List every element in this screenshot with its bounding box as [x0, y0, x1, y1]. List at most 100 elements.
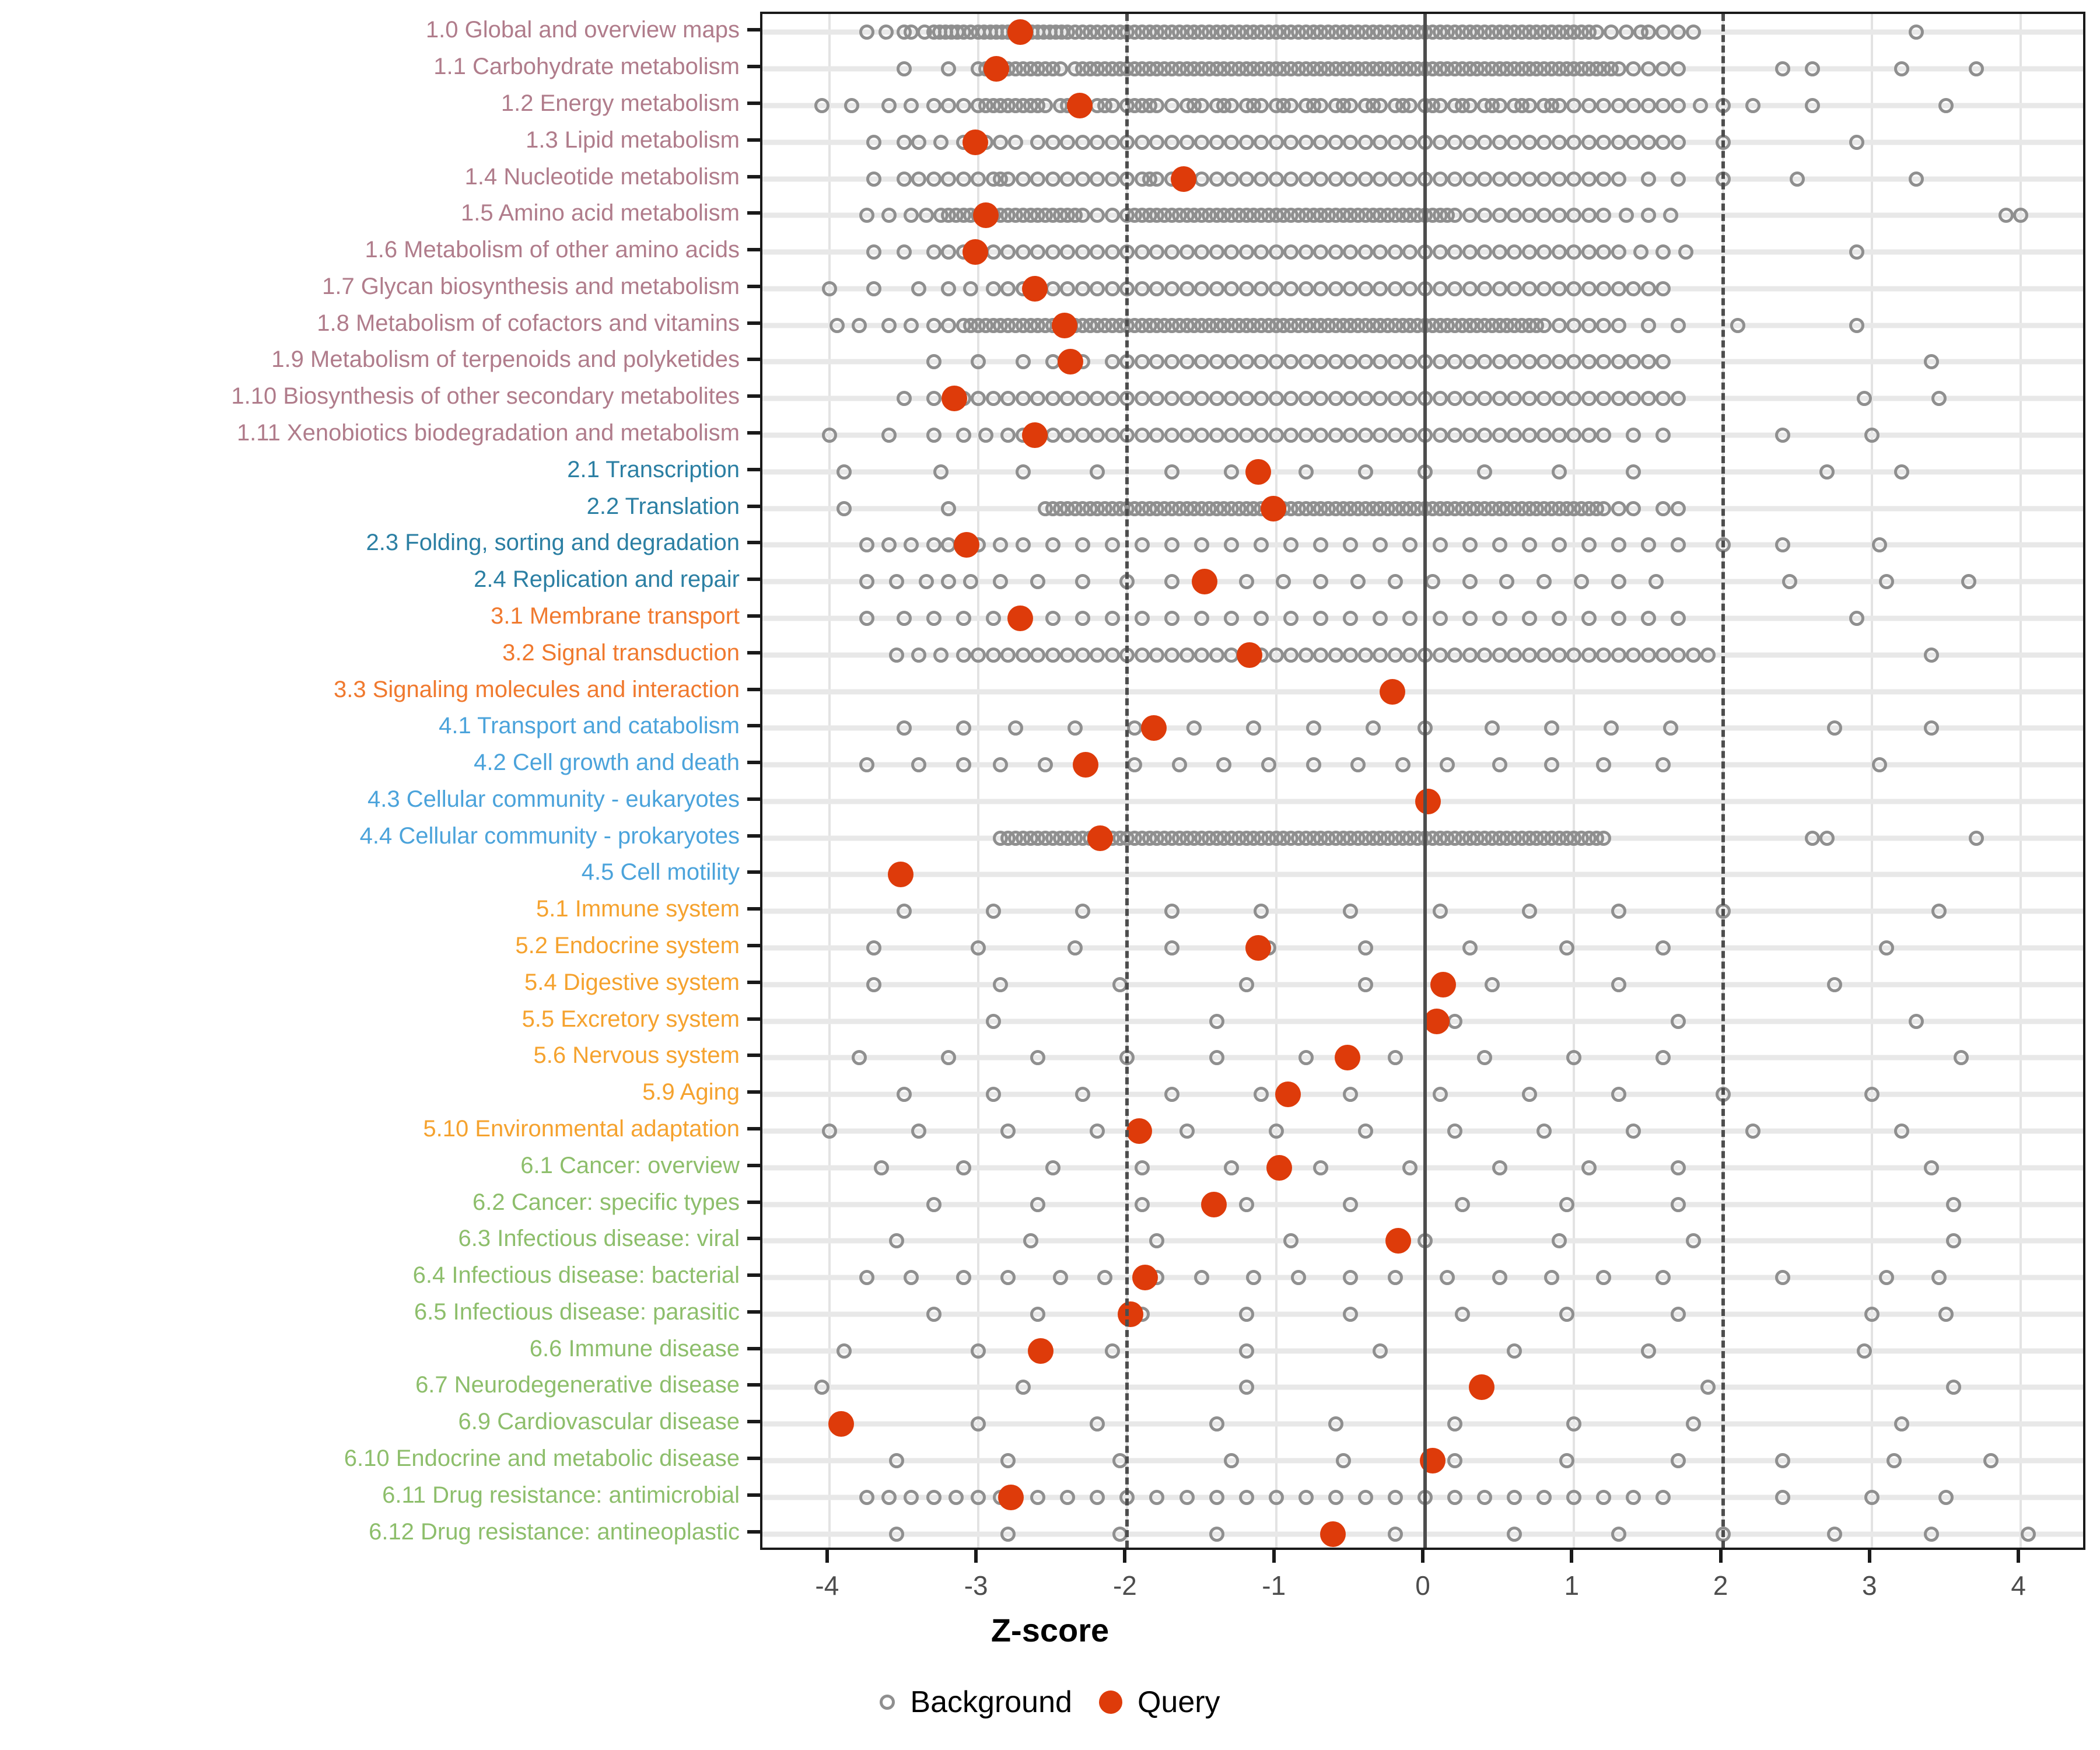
- query-point[interactable]: [1320, 1521, 1346, 1547]
- query-point[interactable]: [1087, 825, 1114, 851]
- background-point: [1536, 317, 1552, 333]
- background-point: [1343, 97, 1359, 113]
- query-point[interactable]: [963, 239, 989, 265]
- query-point[interactable]: [1236, 642, 1262, 668]
- y-axis-label: 1.8 Metabolism of cofactors and vitamins: [317, 310, 740, 336]
- legend-label-query: Query: [1137, 1685, 1220, 1719]
- background-point: [1626, 1489, 1642, 1505]
- background-point: [1857, 391, 1873, 407]
- background-point: [1931, 1270, 1947, 1286]
- background-point: [1209, 1416, 1224, 1432]
- query-point[interactable]: [998, 1484, 1024, 1510]
- background-point: [896, 720, 912, 736]
- query-point[interactable]: [972, 202, 999, 229]
- y-axis-label: 6.4 Infectious disease: bacterial: [412, 1262, 740, 1289]
- background-point: [1551, 354, 1567, 370]
- query-point[interactable]: [1028, 1338, 1054, 1364]
- background-point: [1402, 244, 1418, 260]
- query-point[interactable]: [1424, 1008, 1450, 1034]
- query-point[interactable]: [1072, 752, 1098, 778]
- query-point[interactable]: [1335, 1045, 1361, 1071]
- background-point: [1030, 1489, 1046, 1505]
- y-gridline: [762, 1128, 2083, 1134]
- y-axis-tick: [747, 394, 760, 398]
- background-point: [1566, 1050, 1582, 1066]
- query-point[interactable]: [1007, 605, 1033, 631]
- background-point: [1581, 537, 1597, 553]
- background-point: [1640, 391, 1656, 407]
- query-point[interactable]: [1430, 971, 1456, 998]
- background-point: [1254, 610, 1269, 626]
- background-point: [881, 428, 897, 443]
- background-point: [1068, 720, 1083, 736]
- background-point: [1581, 647, 1597, 663]
- background-point: [1574, 574, 1590, 590]
- background-point: [956, 757, 971, 773]
- y-axis-tick: [747, 687, 760, 691]
- x-gridline: [1275, 14, 1278, 1548]
- query-point[interactable]: [888, 862, 914, 888]
- query-point[interactable]: [1275, 1082, 1301, 1108]
- background-point: [1447, 244, 1463, 260]
- query-point[interactable]: [1132, 1265, 1158, 1291]
- background-point: [1462, 940, 1478, 956]
- background-point: [896, 61, 912, 77]
- query-point[interactable]: [1469, 1374, 1494, 1401]
- query-point[interactable]: [1007, 19, 1033, 46]
- query-point[interactable]: [1385, 1228, 1412, 1254]
- background-point: [1357, 464, 1373, 480]
- query-point[interactable]: [942, 386, 968, 412]
- query-point[interactable]: [1022, 422, 1048, 449]
- background-point: [1015, 1380, 1031, 1395]
- background-point: [1596, 391, 1612, 407]
- query-point[interactable]: [1126, 1118, 1152, 1144]
- query-point[interactable]: [953, 532, 979, 558]
- query-point[interactable]: [1171, 166, 1197, 192]
- background-point: [1611, 977, 1626, 992]
- background-point: [1149, 1489, 1165, 1505]
- query-point[interactable]: [1022, 275, 1048, 302]
- background-point: [1313, 171, 1329, 187]
- query-point[interactable]: [1192, 569, 1218, 595]
- query-point[interactable]: [1058, 349, 1084, 375]
- query-point[interactable]: [1245, 459, 1272, 485]
- background-point: [1045, 610, 1060, 626]
- background-point: [1268, 647, 1284, 663]
- background-point: [1774, 61, 1790, 77]
- legend-item-query[interactable]: Query: [1098, 1685, 1220, 1720]
- query-point[interactable]: [1141, 715, 1167, 741]
- background-point: [1134, 647, 1150, 663]
- query-point[interactable]: [1052, 312, 1078, 338]
- legend-item-background[interactable]: Background: [880, 1685, 1072, 1720]
- background-point: [1060, 428, 1076, 443]
- background-point: [1551, 391, 1567, 407]
- query-point[interactable]: [1260, 495, 1286, 522]
- background-point: [1254, 537, 1269, 553]
- background-point: [1074, 537, 1090, 553]
- query-point[interactable]: [1066, 92, 1093, 118]
- background-point: [896, 391, 912, 407]
- background-point: [1357, 171, 1373, 187]
- background-point: [1447, 1489, 1463, 1505]
- background-point: [1038, 97, 1054, 113]
- query-point[interactable]: [1245, 935, 1272, 961]
- background-point: [1774, 1453, 1790, 1469]
- query-point[interactable]: [1200, 1191, 1227, 1217]
- query-point[interactable]: [1266, 1154, 1292, 1181]
- query-point[interactable]: [828, 1411, 855, 1437]
- background-point: [1298, 647, 1314, 663]
- background-point: [1462, 537, 1478, 553]
- query-point[interactable]: [1379, 678, 1405, 705]
- background-point: [1440, 1270, 1455, 1286]
- y-axis-tick: [747, 248, 760, 252]
- query-point[interactable]: [1117, 1301, 1143, 1327]
- query-point[interactable]: [963, 129, 989, 155]
- background-point: [1194, 428, 1210, 443]
- background-point: [1328, 281, 1343, 296]
- query-point[interactable]: [983, 56, 1009, 82]
- y-axis-label: 3.1 Membrane transport: [491, 603, 740, 629]
- background-point: [1104, 354, 1120, 370]
- background-point: [926, 97, 942, 113]
- background-point: [1819, 464, 1835, 480]
- query-point[interactable]: [1415, 788, 1441, 814]
